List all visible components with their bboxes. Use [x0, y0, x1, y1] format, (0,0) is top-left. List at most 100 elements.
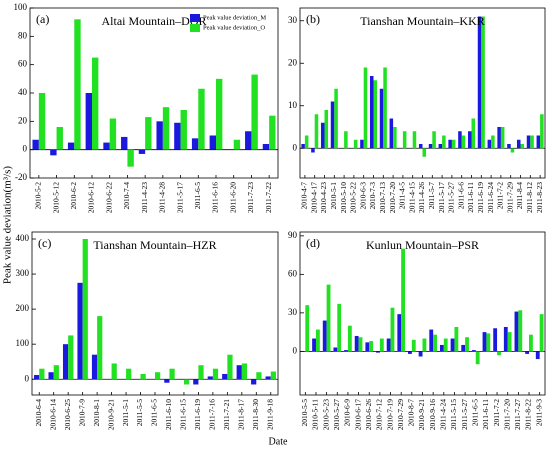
- x-tick-label: 2010-5-23: [321, 399, 330, 430]
- bar: [140, 373, 146, 380]
- x-tick-label: 2011-6-11: [481, 399, 490, 430]
- panel-title: Kunlun Mountain–PSR: [366, 238, 479, 252]
- x-tick-label: 2011-6-20: [228, 182, 237, 213]
- y-tick-label: 20: [288, 57, 298, 67]
- bar: [493, 328, 498, 352]
- x-tick-label: 2010-5-27: [332, 399, 341, 430]
- y-tick-label: 40: [18, 87, 28, 97]
- bar: [92, 57, 99, 150]
- bar: [324, 110, 329, 149]
- bar: [540, 114, 544, 149]
- bar: [360, 139, 364, 149]
- bar: [503, 326, 508, 352]
- bar: [62, 344, 69, 380]
- y-tick-label: 100: [14, 2, 28, 12]
- x-tick-label: 2010-6-12: [87, 182, 96, 213]
- x-tick-label: 2011-6-19: [193, 399, 202, 430]
- x-tick-label: 2011-7-20: [502, 399, 511, 430]
- x-tick-label: 2011-6-5: [150, 399, 159, 426]
- x-tick-label: 2010-5-12: [51, 182, 60, 213]
- x-tick-label: 2010-5-1: [329, 182, 338, 210]
- bar: [497, 127, 501, 149]
- bar: [390, 307, 395, 352]
- bar: [256, 372, 262, 380]
- x-tick-label: 2011-6-24: [486, 182, 495, 213]
- bar: [442, 135, 446, 149]
- x-tick-label: 2010-5-11: [311, 399, 320, 430]
- bar: [516, 139, 521, 149]
- bar: [314, 114, 319, 149]
- y-tick-label: 60: [18, 59, 28, 69]
- x-tick-label: 2011-8-23: [535, 182, 544, 213]
- bar: [301, 144, 305, 149]
- bar: [312, 338, 316, 352]
- bar: [386, 338, 391, 352]
- x-tick-label: 2011-5-1: [121, 399, 130, 426]
- bar: [465, 337, 469, 352]
- bar: [450, 338, 455, 352]
- bar: [198, 365, 204, 380]
- y-tick-label: 80: [18, 30, 28, 40]
- y-tick-label: 60: [288, 268, 298, 278]
- bar: [241, 363, 248, 380]
- bar: [535, 351, 540, 360]
- bar: [471, 118, 476, 149]
- bar: [322, 320, 327, 352]
- bar: [539, 314, 544, 352]
- x-tick-label: 2010-6-4: [34, 399, 43, 427]
- bar: [376, 351, 380, 353]
- x-tick-label: 2011-9-3: [534, 399, 543, 426]
- x-tick-label: 2011-7-21: [222, 399, 231, 430]
- bar: [236, 365, 242, 380]
- bar: [145, 117, 152, 150]
- bar: [481, 16, 485, 149]
- panel-label: (c): [38, 236, 51, 250]
- bar: [344, 350, 348, 352]
- x-tick-label: 2010-6-26: [364, 399, 373, 430]
- x-tick-label: 2010-4-17: [309, 182, 318, 213]
- x-tick-label: 2011-8-17: [237, 399, 246, 430]
- bar: [155, 372, 161, 380]
- bar: [103, 142, 110, 150]
- bar: [347, 325, 352, 352]
- bar: [379, 88, 384, 149]
- bar: [358, 337, 363, 352]
- y-tick-label: 20: [18, 115, 28, 125]
- bar: [251, 74, 258, 150]
- bar: [418, 144, 423, 149]
- bar: [529, 334, 533, 352]
- bar: [212, 368, 219, 380]
- bar: [251, 379, 257, 385]
- bar: [164, 379, 170, 383]
- x-tick-label: 2011-6-5: [470, 399, 479, 426]
- x-tick-label: 2010-9-21: [417, 399, 426, 430]
- bar: [443, 338, 448, 352]
- x-tick-label: 2011-7-2: [492, 399, 501, 426]
- y-tick-label: -20: [15, 172, 27, 182]
- y-tick-label: 200: [16, 303, 30, 313]
- bar: [109, 118, 117, 150]
- x-tick-label: 2011-5-15: [449, 399, 458, 430]
- x-tick-label: 2010-8-7: [407, 399, 416, 427]
- bar: [518, 310, 523, 352]
- bar: [97, 316, 103, 380]
- panel-title: Tianshan Mountain–KKR: [360, 14, 485, 28]
- x-tick-label: 2010-5-10: [339, 182, 348, 213]
- bar: [354, 335, 359, 352]
- y-tick-label: 0: [25, 373, 30, 383]
- x-tick-label: 2011-8-12: [525, 182, 534, 213]
- panel-title: Altai Mountain–DQR: [102, 14, 207, 28]
- x-tick-label: 2011-5-17: [437, 182, 446, 213]
- bar: [330, 101, 335, 149]
- bar: [82, 239, 88, 380]
- panel-label: (a): [36, 12, 49, 26]
- x-tick-label: 2011-7-22: [264, 182, 273, 213]
- bar: [373, 80, 378, 149]
- bar: [500, 127, 505, 149]
- bar: [451, 139, 456, 149]
- bar: [530, 135, 534, 149]
- bar: [487, 139, 492, 149]
- bar: [418, 351, 423, 357]
- bar: [365, 342, 370, 352]
- bar: [56, 127, 63, 150]
